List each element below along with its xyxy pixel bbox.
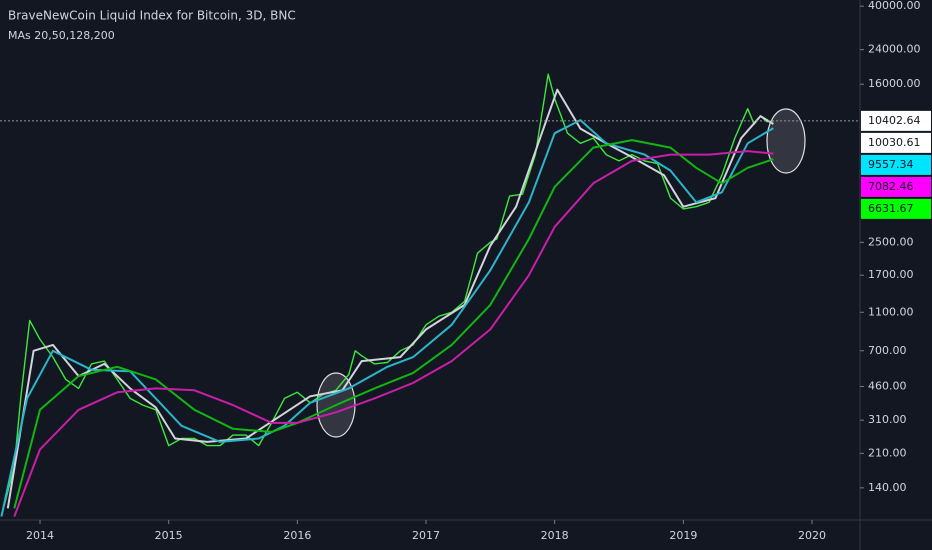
x-tick-label: 2016	[283, 529, 311, 542]
price-badge	[861, 110, 931, 131]
y-tick-label: 210.00	[868, 446, 907, 459]
x-tick-label: 2017	[412, 529, 440, 542]
y-tick-label: 700.00	[868, 344, 907, 357]
y-tick-label: 310.00	[868, 413, 907, 426]
y-tick-label: 40000.00	[868, 0, 921, 12]
price-badge-label: 10030.61	[868, 136, 921, 149]
moving-average-line	[0, 119, 774, 517]
chart-title: BraveNewCoin Liquid Index for Bitcoin, 3…	[8, 9, 296, 23]
y-tick-label: 1700.00	[868, 268, 914, 281]
indicator-legend: MAs 20,50,128,200	[8, 29, 115, 42]
highlight-ellipse	[766, 108, 806, 174]
x-tick-label: 2014	[26, 529, 54, 542]
y-tick-label: 140.00	[868, 481, 907, 494]
y-tick-label: 2500.00	[868, 235, 914, 248]
y-tick-label: 1100.00	[868, 305, 914, 318]
price-badge	[861, 132, 931, 153]
x-tick-label: 2020	[798, 529, 826, 542]
price-badge	[861, 154, 931, 175]
price-badge-label: 7082.46	[868, 180, 914, 193]
price-badge	[861, 176, 931, 197]
y-tick-label: 16000.00	[868, 77, 921, 90]
price-badge-label: 6631.67	[868, 202, 914, 215]
price-badge-label: 10402.64	[868, 114, 921, 127]
x-tick-label: 2019	[669, 529, 697, 542]
price-line	[0, 73, 774, 517]
price-badge-label: 9557.34	[868, 158, 914, 171]
y-tick-label: 24000.00	[868, 43, 921, 56]
x-tick-label: 2018	[541, 529, 569, 542]
y-tick-label: 460.00	[868, 380, 907, 393]
moving-average-line	[13, 150, 774, 517]
x-tick-label: 2015	[155, 529, 183, 542]
price-badge	[861, 198, 931, 219]
moving-average-line	[6, 88, 774, 509]
